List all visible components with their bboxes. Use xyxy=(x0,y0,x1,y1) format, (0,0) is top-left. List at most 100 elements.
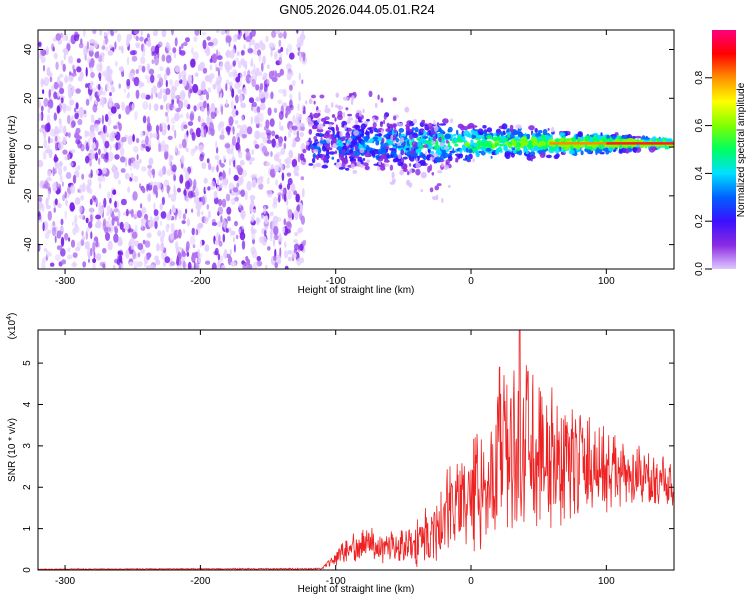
spectrogram-y-tick-label: -20 xyxy=(23,188,34,203)
spectrogram-noise-blob xyxy=(272,215,279,224)
spectrogram-noise-blob xyxy=(225,83,228,91)
spectrogram-signal-blob xyxy=(334,150,338,155)
spectrogram-signal-blob xyxy=(577,131,583,138)
spectrogram-noise-blob xyxy=(219,62,223,71)
spectrogram-noise-blob xyxy=(92,103,98,113)
spectrogram-noise-blob xyxy=(150,87,154,94)
spectrogram-signal-blob xyxy=(474,149,480,154)
spectrogram-noise-blob xyxy=(89,94,93,101)
spectrogram-noise-blob xyxy=(235,142,241,151)
spectrogram-noise-blob xyxy=(251,178,257,188)
spectrogram-noise-blob xyxy=(75,102,79,110)
spectrogram-signal-blob xyxy=(308,163,314,166)
spectrogram-noise-blob xyxy=(193,105,197,112)
spectrogram-signal-blob xyxy=(537,130,543,134)
spectrogram-noise-blob xyxy=(271,30,277,38)
spectrogram-noise-blob xyxy=(125,105,131,115)
spectrogram-scatter-blob xyxy=(377,94,380,100)
spectrogram-noise-blob xyxy=(178,100,184,110)
spectrogram-noise-blob xyxy=(245,148,250,153)
spectrogram-signal-blob xyxy=(316,109,322,114)
spectrogram-noise-blob xyxy=(186,251,190,257)
spectrogram-noise-blob xyxy=(60,226,64,232)
spectrogram-noise-blob xyxy=(210,180,216,191)
spectrogram-noise-blob xyxy=(221,264,226,269)
spectrogram-noise-blob xyxy=(131,55,138,62)
spectrogram-signal-blob xyxy=(563,149,566,154)
spectrogram-noise-blob xyxy=(221,198,227,208)
spectrogram-signal-blob xyxy=(448,155,453,162)
spectrogram-noise-blob xyxy=(93,141,96,149)
snr-data xyxy=(38,330,674,570)
spectrogram-noise-blob xyxy=(53,112,57,121)
spectrogram-signal-blob xyxy=(465,147,469,153)
spectrogram-noise-blob xyxy=(282,102,288,108)
spectrogram-noise-blob xyxy=(212,83,217,90)
spectrogram-noise-blob xyxy=(237,34,241,40)
spectrogram-noise-blob xyxy=(98,148,101,156)
spectrogram-noise-blob xyxy=(171,30,174,36)
spectrogram-noise-blob xyxy=(105,220,110,228)
spectrogram-noise-blob xyxy=(296,130,300,139)
spectrogram-signal-blob xyxy=(510,152,515,158)
spectrogram-signal-blob xyxy=(559,137,566,142)
spectrogram-noise-blob xyxy=(115,61,118,67)
spectrogram-scatter-blob xyxy=(391,178,396,184)
spectrogram-noise-blob xyxy=(198,102,204,107)
spectrogram-noise-blob xyxy=(277,99,283,105)
spectrogram-noise-blob xyxy=(180,69,187,80)
spectrogram-noise-blob xyxy=(164,256,171,264)
spectrogram-signal-blob xyxy=(513,136,520,140)
spectrogram-noise-blob xyxy=(89,158,92,167)
spectrogram-scatter-blob xyxy=(322,122,326,127)
spectrogram-signal-blob xyxy=(625,148,630,154)
spectrogram-noise-blob xyxy=(113,225,118,231)
spectrogram-noise-blob xyxy=(194,72,199,77)
spectrogram-noise-blob xyxy=(79,71,84,80)
spectrogram-noise-blob xyxy=(90,214,93,224)
spectrogram-noise-blob xyxy=(146,131,149,136)
spectrogram-noise-blob xyxy=(189,112,194,120)
spectrogram-noise-blob xyxy=(251,30,256,37)
spectrogram-noise-blob xyxy=(62,194,65,202)
spectrogram-noise-blob xyxy=(127,135,133,146)
spectrogram-noise-blob xyxy=(174,112,180,122)
spectrogram-noise-blob xyxy=(231,230,236,236)
spectrogram-signal-blob xyxy=(442,118,449,124)
spectrogram-noise-blob xyxy=(137,252,141,258)
spectrogram-noise-blob xyxy=(160,211,167,219)
spectrogram-signal-blob xyxy=(319,132,322,136)
spectrogram-noise-blob xyxy=(117,209,121,219)
spectrogram-signal-blob xyxy=(510,128,514,134)
spectrogram-noise-blob xyxy=(136,261,143,267)
spectrogram-signal-blob xyxy=(529,151,536,157)
spectrogram-noise-blob xyxy=(130,244,135,250)
spectrogram-noise-blob xyxy=(183,189,187,196)
spectrogram-noise-blob xyxy=(136,210,142,219)
spectrogram-noise-blob xyxy=(139,183,142,189)
spectrogram-noise-blob xyxy=(220,163,225,168)
spectrogram-noise-blob xyxy=(42,257,47,263)
spectrogram-noise-blob xyxy=(101,70,108,77)
spectrogram-noise-blob xyxy=(156,243,160,252)
spectrogram-noise-blob xyxy=(186,196,190,203)
spectrogram-scatter-blob xyxy=(423,144,429,149)
spectrogram-noise-blob xyxy=(93,251,96,259)
spectrogram-signal-blob xyxy=(515,142,522,148)
spectrogram-noise-blob xyxy=(74,197,81,206)
spectrogram-noise-blob xyxy=(200,106,205,113)
spectrogram-signal-blob xyxy=(452,147,455,154)
spectrogram-noise-blob xyxy=(214,247,219,256)
spectrogram-noise-blob xyxy=(62,149,68,155)
spectrogram-noise-blob xyxy=(265,162,271,167)
spectrogram-noise-blob xyxy=(235,94,239,104)
snr-x-axis-title: Height of straight line (km) xyxy=(298,584,415,595)
spectrogram-scatter-blob xyxy=(415,162,421,169)
spectrogram-signal-blob xyxy=(494,143,498,148)
spectrogram-noise-blob xyxy=(266,190,273,198)
spectrogram-x-axis-title: Height of straight line (km) xyxy=(298,285,415,296)
spectrogram-noise-blob xyxy=(134,260,138,269)
spectrogram-noise-blob xyxy=(167,124,170,131)
spectrogram-noise-blob xyxy=(219,134,225,140)
spectrogram-noise-blob xyxy=(272,202,278,209)
